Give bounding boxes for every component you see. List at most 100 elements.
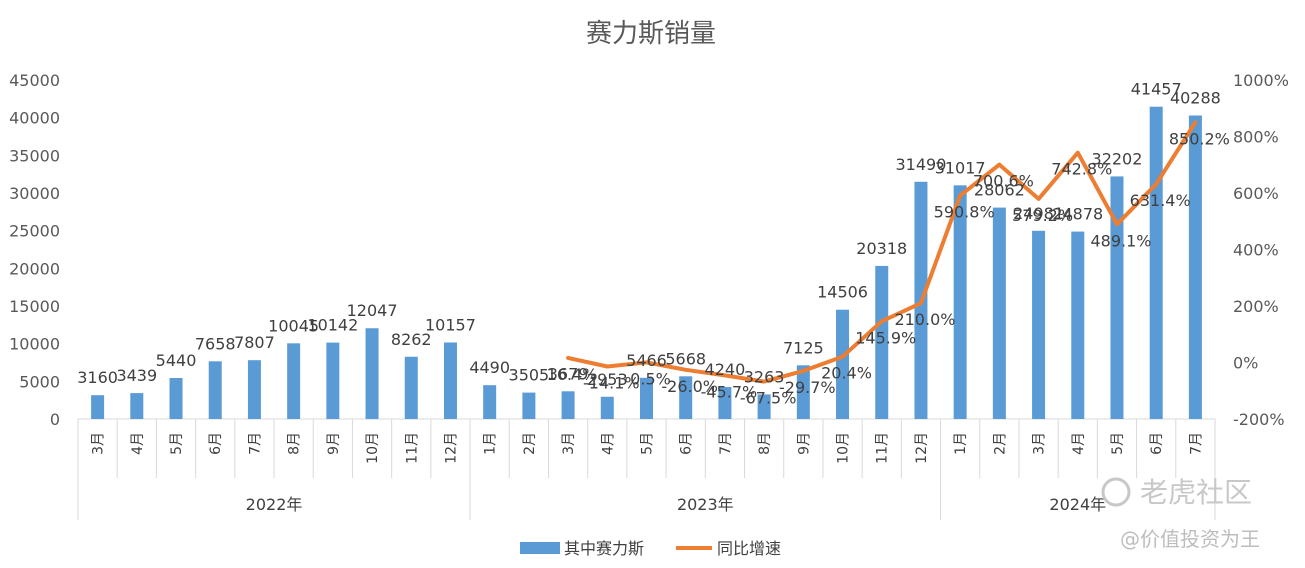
category-label: 1月: [483, 432, 499, 455]
line-data-labels: 16.4%-14.1%0.5%-26.0%-45.7%-67.5%-29.7%2…: [547, 129, 1230, 407]
chart-title: 赛力斯销量: [586, 19, 716, 49]
line-data-label: 850.2%: [1169, 129, 1230, 148]
bar-data-label: 31017: [935, 158, 986, 177]
bar-data-label: 8262: [391, 330, 432, 349]
category-label: 7月: [718, 432, 734, 455]
left-tick-label: 35000: [9, 146, 60, 165]
category-label: 6月: [679, 432, 695, 455]
right-tick-label: 800%: [1233, 128, 1279, 147]
line-data-label: -29.7%: [779, 378, 836, 397]
category-label: 2月: [522, 432, 538, 455]
watermark: 老虎社区 @价值投资为王: [1101, 476, 1260, 551]
bar: [757, 394, 771, 419]
right-tick-label: -200%: [1233, 410, 1285, 429]
category-label: 3月: [1032, 432, 1048, 455]
line-data-label: 20.4%: [821, 364, 872, 383]
bar: [875, 265, 889, 419]
bar-data-label: 40288: [1170, 88, 1221, 107]
bar-data-label: 24981: [1013, 204, 1064, 223]
line-data-label: 631.4%: [1130, 191, 1191, 210]
category-label: 8月: [287, 432, 303, 455]
bar: [522, 392, 536, 419]
category-label: 12月: [443, 432, 459, 464]
bar-data-label: 7125: [783, 338, 824, 357]
bar-data-label: 3505: [509, 366, 550, 385]
bar-data-label: 3160: [77, 368, 118, 387]
left-tick-label: 0: [50, 410, 60, 429]
legend-label-line: 同比增速: [717, 539, 781, 558]
line-data-label: -67.5%: [740, 389, 797, 408]
category-label: 10月: [365, 432, 381, 464]
year-group-label: 2022年: [246, 495, 303, 514]
line-data-label: 742.8%: [1051, 160, 1112, 179]
category-label: 6月: [208, 432, 224, 455]
line-data-label: -26.0%: [661, 377, 718, 396]
bar: [836, 309, 850, 419]
bar: [796, 365, 810, 419]
bar: [1188, 115, 1202, 419]
left-tick-label: 30000: [9, 184, 60, 203]
bar-data-label: 41457: [1131, 80, 1182, 99]
bar-data-label: 3439: [116, 366, 157, 385]
category-axis: 3月 4月 5月 6月 7月 8月 9月 10月 11月 12月 1月 2月 3月 4月 5月 6月 7月 8月 9…: [77, 418, 1216, 520]
right-y-axis: -200% 0% 200% 400% 600% 800% 1000%: [1233, 71, 1289, 429]
category-label: 2月: [992, 432, 1008, 455]
bar-data-label: 10157: [425, 315, 476, 334]
bar-data-label: 10142: [307, 316, 358, 335]
bar-data-label: 5466: [626, 351, 667, 370]
bar: [91, 395, 105, 419]
left-tick-label: 20000: [9, 259, 60, 278]
category-label: 11月: [875, 432, 891, 464]
watermark-handle: @价值投资为王: [1120, 527, 1260, 551]
category-label: 5月: [169, 432, 185, 455]
category-label: 3月: [561, 432, 577, 455]
right-tick-label: 200%: [1233, 297, 1279, 316]
legend: 其中赛力斯 同比增速: [520, 539, 781, 558]
bar: [1032, 230, 1046, 419]
category-label: 3月: [91, 432, 107, 455]
category-label: 5月: [640, 432, 656, 455]
bar: [640, 377, 653, 419]
bar-data-label: 3679: [548, 364, 589, 383]
bar: [443, 342, 457, 419]
category-label: 8月: [757, 432, 773, 455]
bar-data-label: 28062: [974, 181, 1025, 200]
bar-data-label: 32202: [1092, 149, 1143, 168]
bar: [169, 378, 183, 419]
line-data-label: 590.8%: [934, 203, 995, 222]
category-label: 4月: [130, 432, 146, 455]
left-tick-label: 40000: [9, 109, 60, 128]
bar-data-label: 5668: [665, 349, 706, 368]
year-group-label: 2023年: [677, 495, 734, 514]
line-data-label: 210.0%: [894, 310, 955, 329]
bar-data-label: 4240: [705, 360, 746, 379]
watermark-logo-icon: [1101, 477, 1131, 507]
bar-data-label: 3263: [744, 367, 785, 386]
line-data-label: 579.2%: [1012, 206, 1073, 225]
left-tick-label: 5000: [19, 372, 60, 391]
category-label: 6月: [1149, 432, 1165, 455]
bar-data-label: 10045: [268, 316, 319, 335]
category-label: 5月: [1110, 432, 1126, 455]
bar-data-label: 24878: [1052, 205, 1103, 224]
right-tick-label: 0%: [1233, 354, 1258, 373]
left-y-axis: 0 5000 10000 15000 20000 25000 30000 35000 40000…: [9, 71, 60, 429]
bar-data-label: 7807: [234, 333, 275, 352]
line-data-label: 700.6%: [973, 172, 1034, 191]
line-data-label: 489.1%: [1090, 231, 1151, 250]
bar: [247, 360, 261, 419]
bar: [365, 328, 379, 419]
category-label: 10月: [836, 432, 852, 464]
category-label: 4月: [600, 432, 616, 455]
bar: [287, 343, 301, 419]
category-label: 1月: [953, 432, 969, 455]
line-series: [566, 120, 1198, 384]
category-label: 9月: [326, 432, 342, 455]
bar: [483, 385, 497, 419]
bar-data-label: 14506: [817, 283, 868, 302]
legend-swatch-bar: [520, 542, 560, 554]
category-label: 9月: [796, 432, 812, 455]
year-group-label: 2024年: [1049, 495, 1106, 514]
bar: [679, 376, 693, 419]
category-label: 7月: [247, 432, 263, 455]
